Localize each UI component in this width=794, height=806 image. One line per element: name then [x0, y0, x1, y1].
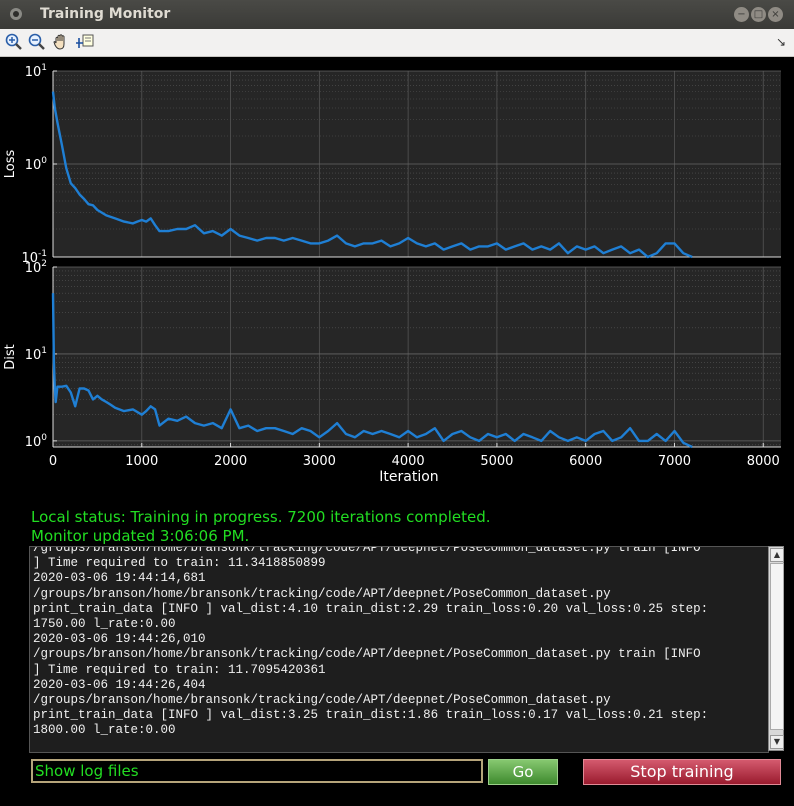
- log-line: /groups/branson/home/bransonk/tracking/c…: [33, 693, 611, 708]
- y-tick-exponent: 0: [41, 156, 47, 166]
- plot-background: [53, 267, 781, 447]
- x-tick-label: 8000: [747, 454, 780, 469]
- zoom-in-icon[interactable]: [4, 32, 24, 52]
- y-axis-label: Dist: [3, 344, 18, 370]
- scroll-thumb[interactable]: [770, 563, 784, 730]
- stop-training-button[interactable]: Stop training: [583, 759, 781, 785]
- scroll-down-icon[interactable]: ▼: [770, 735, 784, 749]
- figure-toolbar: ↘: [0, 29, 794, 57]
- log-line: /groups/branson/home/bransonk/tracking/c…: [33, 546, 701, 555]
- x-tick-label: 7000: [658, 454, 691, 469]
- log-line: ] Time required to train: 11.3418850899: [33, 556, 326, 571]
- y-tick-exponent: 2: [41, 259, 47, 269]
- pan-hand-icon[interactable]: [51, 32, 71, 52]
- log-line: /groups/branson/home/bransonk/tracking/c…: [33, 647, 701, 662]
- log-line: ] Time required to train: 11.7095420361: [33, 662, 326, 677]
- log-output[interactable]: /groups/branson/home/bransonk/tracking/c…: [29, 546, 769, 753]
- series-line-loss: [51, 91, 693, 259]
- y-tick-label: 100: [25, 433, 48, 450]
- close-icon[interactable]: ×: [768, 7, 783, 22]
- zoom-out-icon[interactable]: [27, 32, 47, 52]
- x-tick-label: 5000: [480, 454, 513, 469]
- x-tick-label: 4000: [392, 454, 425, 469]
- x-axis-label: Iteration: [379, 469, 438, 485]
- x-tick-label: 1000: [125, 454, 158, 469]
- scroll-up-icon[interactable]: ▲: [770, 548, 784, 562]
- x-tick-label: 3000: [303, 454, 336, 469]
- log-line: print_train_data [INFO ] val_dist:4.10 t…: [33, 601, 709, 616]
- log-line: 2020-03-06 19:44:26,404: [33, 677, 206, 692]
- log-files-select[interactable]: Show log files: [31, 759, 483, 783]
- series-line-dist: [51, 293, 693, 449]
- y-axis-label: Loss: [3, 150, 18, 179]
- plot-area: 101 100 10-1 Loss 102 101 100 Dist 0 1000 2000 3000…: [0, 57, 794, 497]
- y-tick-label: 101: [25, 346, 47, 363]
- maximize-icon[interactable]: □: [751, 7, 766, 22]
- dock-arrow-icon[interactable]: ↘: [776, 35, 787, 49]
- log-line: 2020-03-06 19:44:14,681: [33, 571, 206, 586]
- x-tick-label: 0: [49, 454, 57, 469]
- y-tick-label: 102: [25, 259, 47, 276]
- go-button[interactable]: Go: [488, 759, 558, 785]
- app-icon: [10, 8, 22, 20]
- y-tick-exponent: 1: [41, 63, 47, 73]
- log-line: 2020-03-06 19:44:26,010: [33, 632, 206, 647]
- log-text: /groups/branson/home/bransonk/tracking/c…: [30, 546, 768, 739]
- monitor-updated-text: Monitor updated 3:06:06 PM.: [31, 527, 250, 545]
- y-tick-exponent: 0: [41, 433, 47, 443]
- local-status-text: Local status: Training in progress. 7200…: [31, 508, 491, 526]
- x-tick-label: 2000: [214, 454, 247, 469]
- window-title: Training Monitor: [40, 6, 171, 22]
- log-line: 1800.00 l_rate:0.00: [33, 723, 176, 738]
- log-line: print_train_data [INFO ] val_dist:3.25 t…: [33, 708, 709, 723]
- log-line: 1750.00 l_rate:0.00: [33, 617, 176, 632]
- log-line: /groups/branson/home/bransonk/tracking/c…: [33, 586, 611, 601]
- title-bar: Training Monitor − □ ×: [0, 0, 794, 29]
- log-scrollbar[interactable]: ▲ ▼: [768, 546, 784, 751]
- y-tick-exponent: -1: [38, 249, 47, 259]
- minimize-icon[interactable]: −: [734, 7, 749, 22]
- y-tick-exponent: 1: [41, 346, 47, 356]
- data-cursor-icon[interactable]: [75, 32, 95, 52]
- y-tick-label: 100: [25, 156, 48, 173]
- y-tick-label: 10-1: [21, 249, 47, 266]
- y-tick-label: 101: [25, 63, 47, 80]
- x-tick-label: 6000: [569, 454, 602, 469]
